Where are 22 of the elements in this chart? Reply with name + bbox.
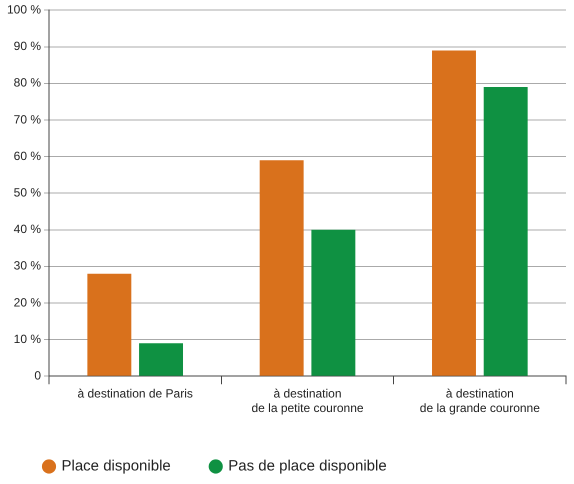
y-tick-label: 50 % (14, 186, 42, 200)
bar (139, 343, 184, 376)
bar (260, 160, 304, 376)
bar (311, 230, 356, 376)
y-tick-label: 10 % (14, 332, 42, 346)
y-tick-label: 90 % (14, 39, 42, 54)
y-tick-label: 70 % (14, 112, 42, 126)
x-tick-label: à destination de Paris (77, 386, 193, 401)
bar (432, 50, 476, 376)
y-tick-label: 20 % (14, 295, 42, 310)
x-tick-label: à destination de la grande couronne (420, 386, 540, 416)
y-tick-label: 100 % (6, 2, 42, 17)
bar (87, 274, 132, 376)
y-tick-label: 80 % (14, 76, 42, 90)
legend-label: Place disponible (62, 458, 171, 475)
y-tick-label: 30 % (14, 258, 42, 273)
y-tick-label: 60 % (14, 148, 42, 163)
legend-label: Pas de place disponible (228, 458, 387, 475)
y-tick-label: 0 (34, 368, 42, 383)
bar (484, 87, 528, 376)
x-tick-label: à destination de la petite couronne (251, 386, 364, 416)
y-tick-label: 40 % (14, 222, 42, 236)
